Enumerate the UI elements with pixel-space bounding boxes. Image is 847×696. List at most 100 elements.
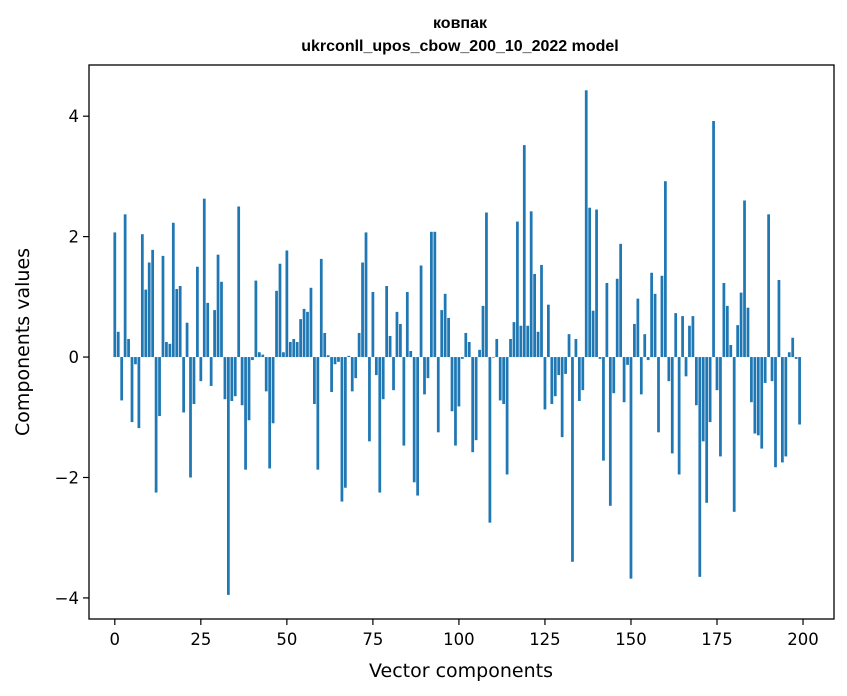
bar xyxy=(781,357,784,463)
bar xyxy=(206,302,210,358)
bar xyxy=(199,357,203,382)
y-tick-label: 0 xyxy=(69,348,80,367)
bar xyxy=(615,278,619,358)
bar xyxy=(495,338,499,358)
plot-frame xyxy=(88,64,835,620)
x-tick-label: 125 xyxy=(529,630,561,649)
bar xyxy=(147,262,151,358)
bar xyxy=(760,357,764,449)
bar xyxy=(402,357,406,446)
bar xyxy=(361,262,364,358)
bar xyxy=(460,357,464,359)
bar xyxy=(571,357,574,562)
bar xyxy=(295,342,299,358)
bar xyxy=(381,357,385,400)
bar xyxy=(319,258,323,358)
bar xyxy=(653,293,657,358)
bar xyxy=(701,357,705,442)
bar xyxy=(158,357,161,417)
x-tick-label: 100 xyxy=(443,630,475,649)
bar xyxy=(543,357,547,410)
bar xyxy=(113,232,117,358)
bar xyxy=(732,357,736,512)
bar xyxy=(443,293,447,358)
bar xyxy=(670,357,674,454)
bar xyxy=(684,357,688,377)
bar xyxy=(357,332,361,358)
bar xyxy=(767,214,770,358)
bar xyxy=(540,264,543,358)
bar xyxy=(715,357,719,391)
bar xyxy=(313,357,316,405)
bar xyxy=(309,287,313,358)
bar xyxy=(557,357,561,376)
bar xyxy=(643,334,647,358)
bar xyxy=(478,349,481,358)
bar xyxy=(633,323,636,358)
bar xyxy=(378,357,382,493)
y-tick-label: 4 xyxy=(69,107,80,126)
bar xyxy=(481,305,485,358)
bar xyxy=(192,357,196,405)
bar xyxy=(264,357,268,392)
bar xyxy=(371,292,375,358)
bar xyxy=(491,357,495,358)
y-axis-ticks: −4 −2 0 2 4 xyxy=(55,107,89,608)
bar xyxy=(436,357,440,433)
bar xyxy=(171,222,175,358)
bar xyxy=(564,357,567,374)
bar xyxy=(650,272,653,358)
bar xyxy=(608,357,612,506)
bar xyxy=(756,357,760,436)
bar xyxy=(399,323,402,358)
bar xyxy=(302,308,306,358)
bar xyxy=(395,311,399,358)
bar xyxy=(385,286,389,358)
bar xyxy=(522,145,526,358)
bar xyxy=(691,316,695,358)
bar xyxy=(151,249,155,358)
bar xyxy=(440,310,444,358)
bar xyxy=(736,325,740,358)
bar xyxy=(750,357,753,403)
bar xyxy=(746,307,750,358)
bar xyxy=(505,357,509,475)
bar xyxy=(629,357,633,579)
bar xyxy=(223,357,227,400)
bar xyxy=(419,265,423,358)
bar xyxy=(182,357,185,413)
bar xyxy=(516,221,519,358)
bar xyxy=(130,357,134,423)
bar xyxy=(226,357,230,595)
bar xyxy=(598,357,602,359)
bar xyxy=(553,357,557,397)
y-tick-label: −4 xyxy=(55,589,79,608)
x-tick-label: 0 xyxy=(110,630,121,649)
bar xyxy=(485,212,488,358)
bar xyxy=(447,317,450,358)
bar xyxy=(347,355,351,358)
bar xyxy=(168,343,172,358)
bar xyxy=(622,357,626,403)
bar xyxy=(120,357,124,401)
bar xyxy=(323,332,327,358)
bar xyxy=(636,298,640,358)
bar xyxy=(677,357,681,475)
bar xyxy=(257,352,261,358)
bar xyxy=(392,357,395,391)
bar xyxy=(454,357,457,446)
bar xyxy=(509,338,512,358)
chart-title: ковпак xyxy=(433,15,488,32)
bar xyxy=(237,206,241,358)
bar xyxy=(330,357,333,392)
bar xyxy=(646,357,650,361)
bar xyxy=(254,280,258,358)
bar xyxy=(430,231,433,358)
bar xyxy=(271,357,275,424)
bar xyxy=(185,322,189,358)
bar xyxy=(743,200,746,358)
bar xyxy=(584,90,588,358)
bar xyxy=(605,282,609,358)
bar xyxy=(316,357,320,470)
